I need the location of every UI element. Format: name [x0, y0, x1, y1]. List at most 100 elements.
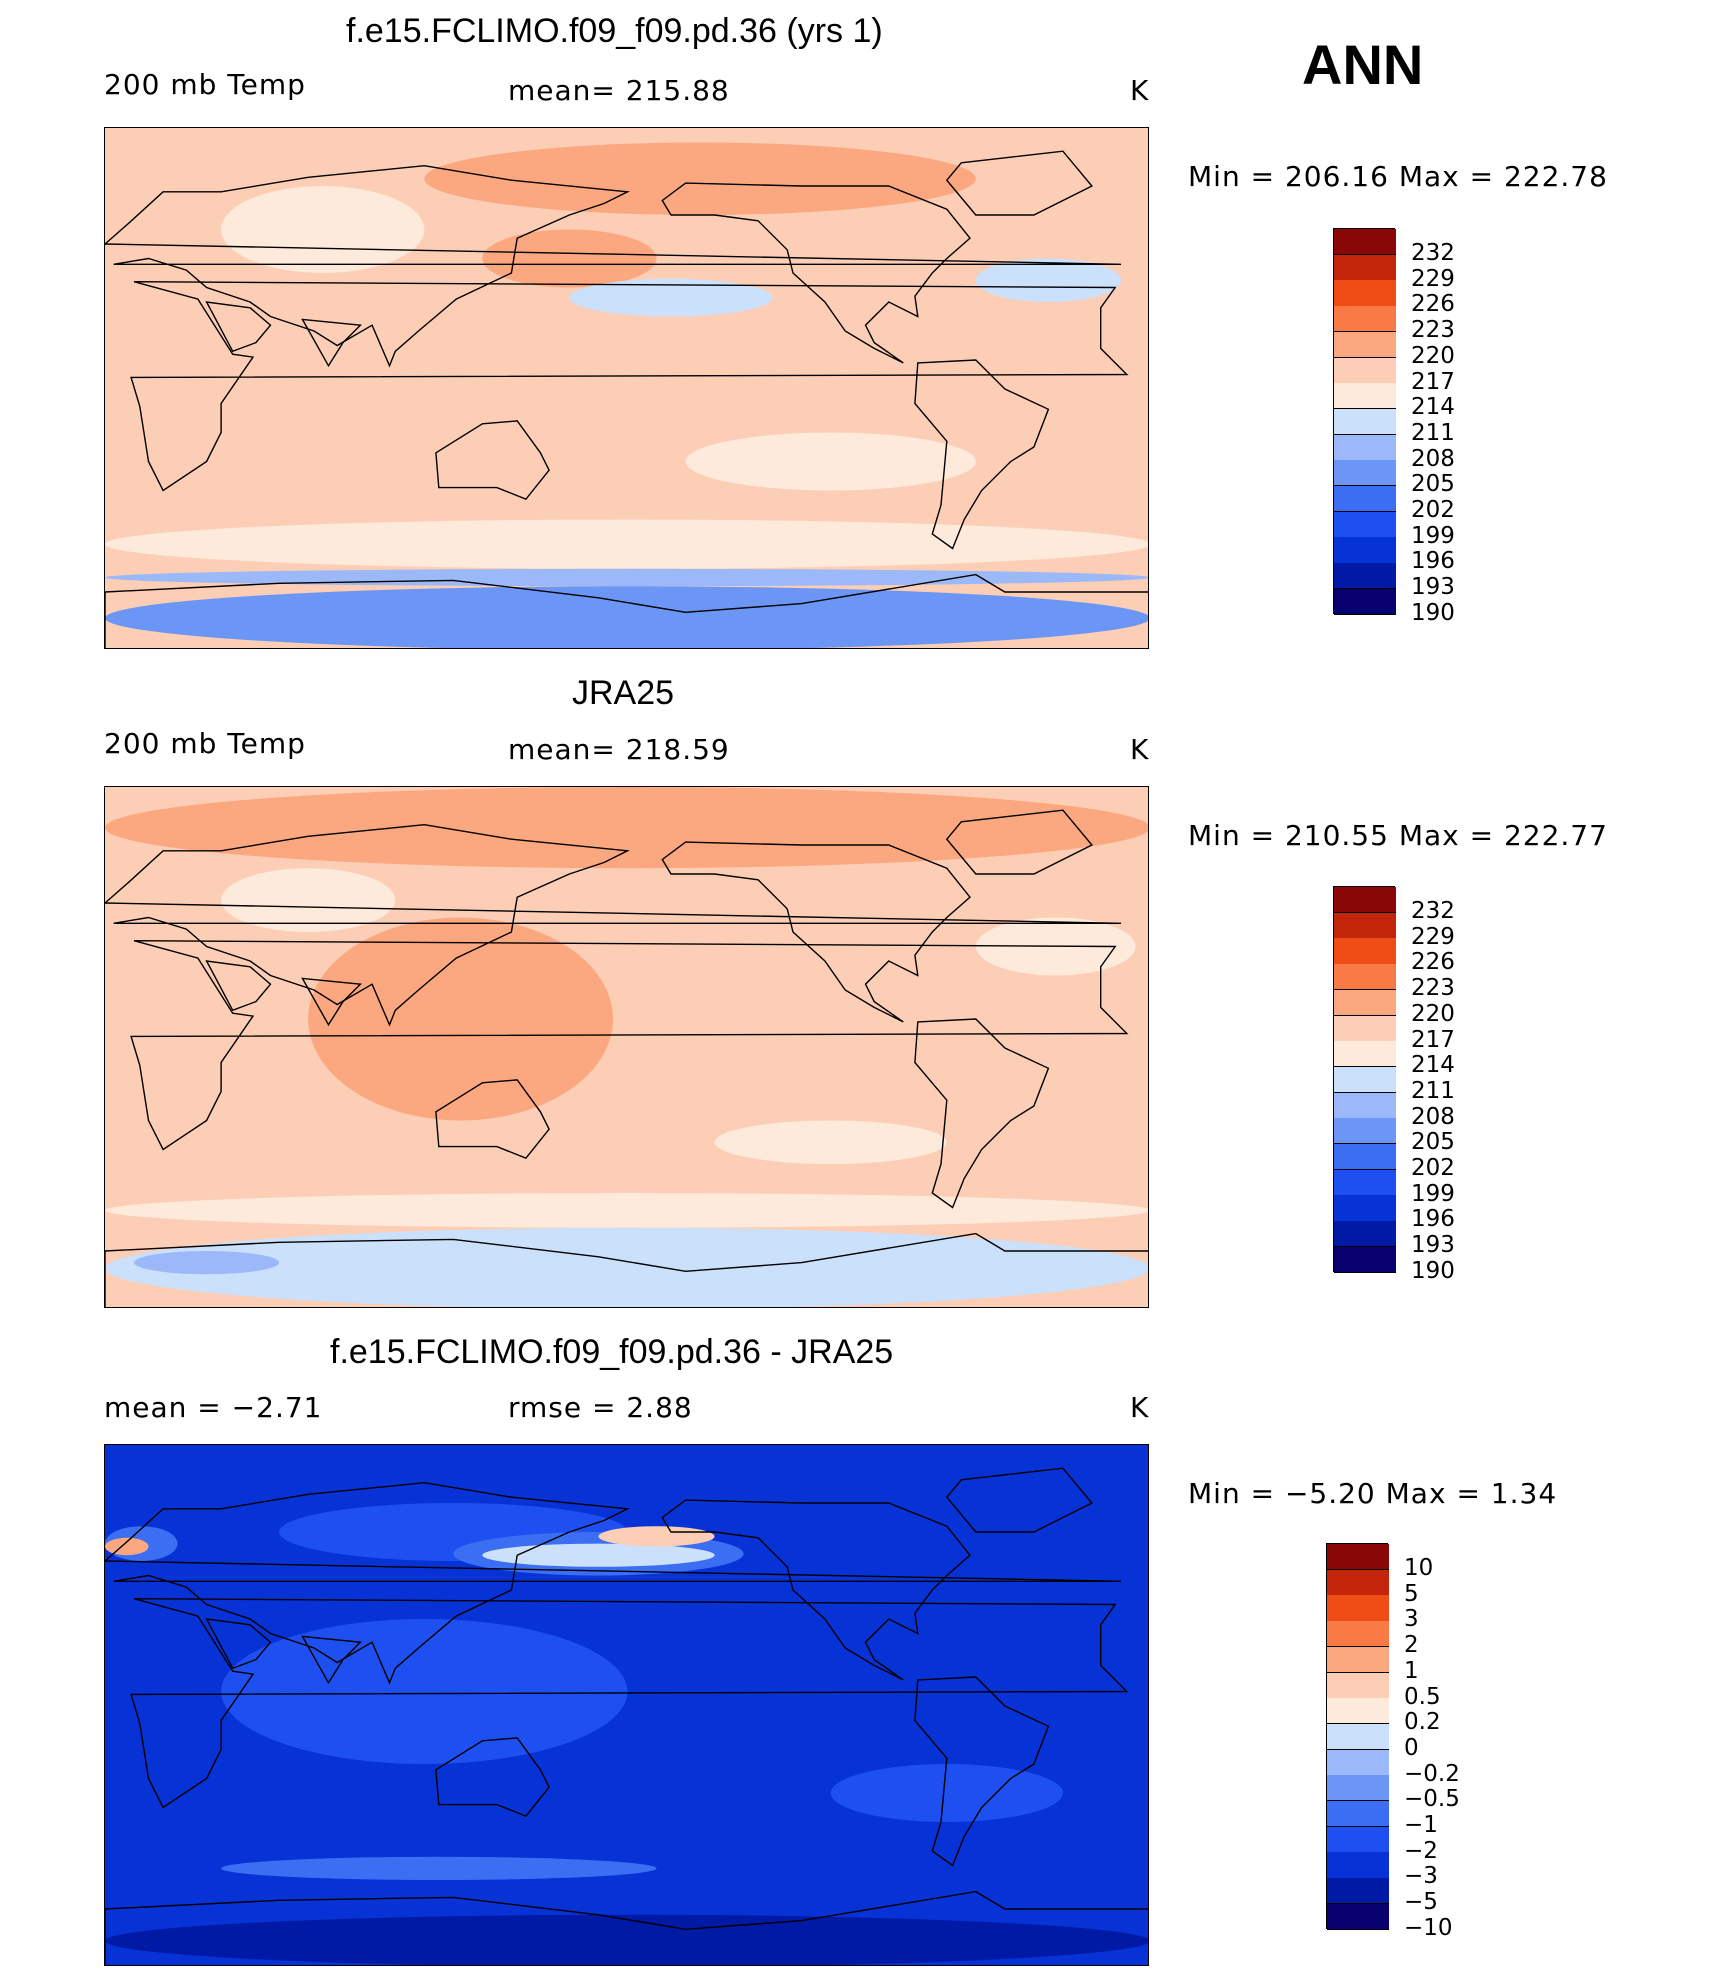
colorbar-swatch	[1327, 1801, 1389, 1828]
colorbar-label: 199	[1411, 522, 1455, 549]
colorbar-swatch	[1334, 1015, 1396, 1042]
coastline-5	[661, 1499, 971, 1681]
panel3-min-max: Min = −5.20 Max = 1.34	[1188, 1477, 1558, 1510]
colorbar-label: 232	[1411, 898, 1455, 924]
colorbar-swatch	[1334, 280, 1396, 307]
contour-region-9	[105, 586, 1148, 648]
contour-region-8	[830, 1764, 1063, 1822]
panel3-contour-map	[105, 1445, 1148, 1965]
coastline-2	[205, 301, 272, 353]
contour-region-7	[221, 1856, 657, 1880]
colorbar-label: 196	[1411, 1206, 1455, 1233]
colorbar-swatch	[1327, 1749, 1389, 1776]
contour-region-6	[105, 1227, 1148, 1307]
colorbar-label: 0.2	[1404, 1709, 1441, 1736]
colorbar-swatch	[1334, 887, 1396, 914]
panel2-title: JRA25	[572, 674, 675, 712]
colorbar-swatch	[1334, 563, 1396, 590]
contour-region-7	[134, 1251, 280, 1275]
colorbar-swatch	[1327, 1698, 1389, 1725]
colorbar-label: −1	[1404, 1812, 1438, 1838]
colorbar-swatch	[1327, 1826, 1389, 1853]
contour-region-5	[975, 258, 1121, 302]
contour-region-0	[221, 1619, 628, 1764]
colorbar-swatch	[1334, 254, 1396, 281]
colorbar-label: 0.5	[1404, 1683, 1441, 1710]
colorbar-label: 217	[1411, 368, 1455, 395]
colorbar-label: 220	[1411, 1000, 1455, 1027]
colorbar-label: 211	[1411, 1077, 1455, 1104]
colorbar-swatch	[1334, 1092, 1396, 1119]
colorbar-swatch	[1327, 1621, 1389, 1648]
colorbar-label: 208	[1411, 445, 1455, 472]
panel3-units: K	[1130, 1391, 1150, 1424]
colorbar-label: 190	[1411, 1257, 1455, 1284]
coastline-2	[205, 1618, 272, 1670]
panel2-mean-label: mean= 218.59	[508, 733, 730, 766]
colorbar-swatch	[1327, 1878, 1389, 1905]
coastline-0	[130, 940, 1129, 1151]
colorbar-label: −10	[1404, 1914, 1453, 1941]
contour-region-0	[105, 787, 1148, 869]
contour-region-6	[569, 278, 773, 317]
coastline-5	[661, 182, 971, 364]
coastline-3	[301, 1635, 362, 1685]
colorbar-label: 1	[1404, 1657, 1419, 1684]
colorbar-label: 211	[1411, 419, 1455, 446]
colorbar-label: 223	[1411, 317, 1455, 344]
contour-region-7	[105, 519, 1148, 569]
colorbar-label: 208	[1411, 1103, 1455, 1130]
colorbar-frame	[1333, 228, 1396, 615]
colorbar-swatch	[1327, 1544, 1389, 1571]
colorbar-label: 226	[1411, 949, 1455, 976]
season-label: ANN	[1302, 33, 1424, 96]
colorbar-swatch	[1334, 331, 1396, 358]
colorbar-swatch	[1334, 938, 1396, 965]
colorbar-label: 220	[1411, 342, 1455, 369]
coastline-7	[914, 1676, 1050, 1867]
panel3-mean-label: mean = −2.71	[104, 1391, 323, 1424]
colorbar-swatch	[1334, 964, 1396, 991]
colorbar-label: 190	[1411, 599, 1455, 626]
colorbar-label: 5	[1404, 1580, 1419, 1607]
colorbar-frame	[1326, 1543, 1389, 1930]
colorbar-label: 223	[1411, 975, 1455, 1002]
contour-region-9	[105, 1914, 1148, 1965]
colorbar-label: −3	[1404, 1863, 1438, 1890]
coastline-5	[661, 841, 971, 1023]
colorbar-label: −5	[1404, 1889, 1438, 1916]
colorbar-swatch	[1334, 1195, 1396, 1222]
colorbar-swatch	[1327, 1569, 1389, 1596]
contour-region-3	[221, 186, 425, 273]
colorbar-swatch	[1334, 1041, 1396, 1068]
colorbar-label: 214	[1411, 1052, 1455, 1079]
coastline-3	[301, 318, 362, 368]
colorbar-swatch	[1327, 1646, 1389, 1673]
contour-region-3	[482, 1543, 715, 1567]
contour-region-5	[105, 1193, 1148, 1228]
coastline-6	[945, 150, 1094, 216]
contour-region-2	[192, 273, 570, 433]
coastline-1	[105, 1481, 1122, 1685]
colorbar-label: 10	[1404, 1555, 1434, 1581]
contour-region-4	[598, 1526, 715, 1547]
colorbar-label: 2	[1404, 1632, 1419, 1659]
coastline-1	[105, 164, 1122, 368]
contour-region-2	[221, 868, 396, 932]
panel2-units: K	[1130, 733, 1150, 766]
colorbar-swatch	[1334, 588, 1396, 615]
colorbar-swatch	[1334, 511, 1396, 538]
coastline-0	[130, 1598, 1129, 1809]
colorbar-label: 205	[1411, 471, 1455, 498]
panel2-map	[104, 786, 1149, 1308]
colorbar-label: 232	[1411, 240, 1455, 266]
coastline-8	[105, 573, 1148, 648]
colorbar-label: 199	[1411, 1180, 1455, 1207]
coastline-6	[945, 809, 1094, 875]
colorbar-swatch	[1334, 1221, 1396, 1248]
coastline-3	[301, 977, 362, 1027]
coastline-8	[105, 1890, 1148, 1965]
colorbar-swatch	[1334, 434, 1396, 461]
panel2-contour-map	[105, 787, 1148, 1307]
panel1-units: K	[1130, 74, 1150, 107]
